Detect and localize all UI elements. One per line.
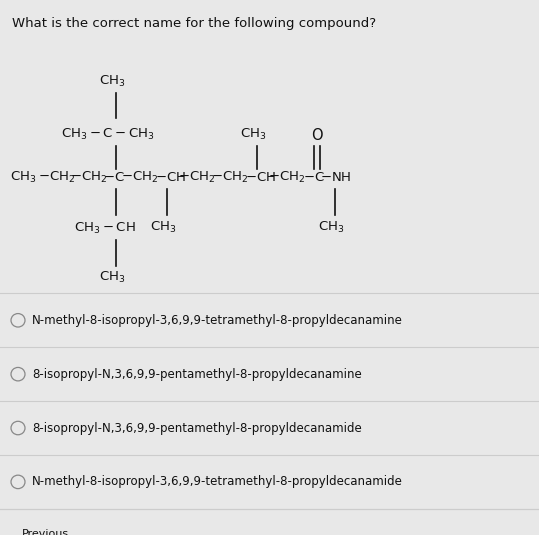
Text: N-methyl-8-isopropyl-3,6,9,9-tetramethyl-8-propyldecanamide: N-methyl-8-isopropyl-3,6,9,9-tetramethyl… [32,476,403,488]
Text: $\mathsf{-CH}$: $\mathsf{-CH}$ [155,171,186,185]
Text: $\mathsf{CH_3}$: $\mathsf{CH_3}$ [10,170,37,186]
Text: $\mathsf{CH_3-C-CH_3}$: $\mathsf{CH_3-C-CH_3}$ [61,127,155,142]
Text: What is the correct name for the following compound?: What is the correct name for the followi… [12,17,376,30]
Text: $\mathsf{-CH_2}$: $\mathsf{-CH_2}$ [268,170,306,186]
Text: $\mathsf{-C}$: $\mathsf{-C}$ [303,171,324,185]
Text: $\mathsf{CH_3}$: $\mathsf{CH_3}$ [99,270,125,285]
Text: $\mathsf{-CH_2}$: $\mathsf{-CH_2}$ [121,170,158,186]
Text: $\mathsf{CH_3}$: $\mathsf{CH_3}$ [240,127,266,142]
Text: $\mathsf{CH_3-CH}$: $\mathsf{CH_3-CH}$ [74,220,136,235]
Text: $\mathsf{-CH_2}$: $\mathsf{-CH_2}$ [38,170,75,186]
Text: Previous: Previous [22,529,68,535]
Text: $\mathsf{-CH_2}$: $\mathsf{-CH_2}$ [178,170,216,186]
Text: $\mathsf{-NH}$: $\mathsf{-NH}$ [320,171,351,185]
Text: 8-isopropyl-N,3,6,9,9-pentamethyl-8-propyldecanamide: 8-isopropyl-N,3,6,9,9-pentamethyl-8-prop… [32,422,362,434]
FancyBboxPatch shape [7,521,83,535]
Text: $\mathsf{CH_3}$: $\mathsf{CH_3}$ [318,219,344,234]
Text: $\mathsf{-CH_2}$: $\mathsf{-CH_2}$ [70,170,107,186]
Text: N-methyl-8-isopropyl-3,6,9,9-tetramethyl-8-propyldecanamine: N-methyl-8-isopropyl-3,6,9,9-tetramethyl… [32,314,403,327]
Text: $\mathsf{-C}$: $\mathsf{-C}$ [103,171,125,185]
Text: $\mathsf{-CH}$: $\mathsf{-CH}$ [245,171,276,185]
Text: $\mathsf{-CH_2}$: $\mathsf{-CH_2}$ [211,170,248,186]
Text: $\mathsf{CH_3}$: $\mathsf{CH_3}$ [99,74,125,89]
Text: 8-isopropyl-N,3,6,9,9-pentamethyl-8-propyldecanamine: 8-isopropyl-N,3,6,9,9-pentamethyl-8-prop… [32,368,362,381]
Text: $\mathsf{O}$: $\mathsf{O}$ [310,127,323,143]
Text: $\mathsf{CH_3}$: $\mathsf{CH_3}$ [150,219,176,234]
